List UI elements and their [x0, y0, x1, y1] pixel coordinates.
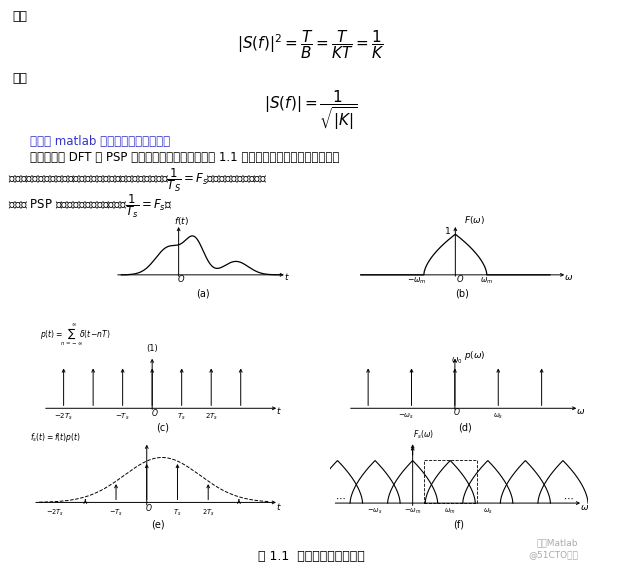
Text: (1): (1)	[146, 344, 158, 353]
Text: $p(t)=\!\!\sum_{n=-\infty}^{\ \ \infty}\!\!\delta(t\!-\!nT)$: $p(t)=\!\!\sum_{n=-\infty}^{\ \ \infty}\…	[40, 323, 111, 348]
Text: $\omega_m$: $\omega_m$	[480, 276, 493, 286]
Text: (d): (d)	[458, 422, 472, 432]
Text: (a): (a)	[196, 288, 210, 298]
Text: $-\omega_m$: $-\omega_m$	[404, 507, 421, 516]
Text: $O$: $O$	[151, 407, 159, 418]
Text: $\cdots$: $\cdots$	[335, 493, 346, 503]
Text: 为了对比由 DFT 和 PSP 得到的频谱之间的区别，图 1.1 给出了理想抽样信号与原始连续: 为了对比由 DFT 和 PSP 得到的频谱之间的区别，图 1.1 给出了理想抽样…	[30, 151, 340, 164]
Text: $t$: $t$	[276, 500, 282, 512]
Text: $-\omega_s$: $-\omega_s$	[368, 507, 383, 516]
Text: 不妨在 PSP 得到的频谱上补偿一个增益$\dfrac{1}{T_s} = F_s$。: 不妨在 PSP 得到的频谱上补偿一个增益$\dfrac{1}{T_s} = F_…	[8, 192, 173, 220]
Text: $|S(f)|^2 = \dfrac{T}{B} = \dfrac{T}{KT} = \dfrac{1}{K}$: $|S(f)|^2 = \dfrac{T}{B} = \dfrac{T}{KT}…	[238, 28, 384, 61]
Text: @51CTO博客: @51CTO博客	[528, 550, 578, 559]
Text: $-2T_s$: $-2T_s$	[54, 411, 73, 421]
Text: $t$: $t$	[276, 405, 282, 416]
Text: $F_s(\omega)$: $F_s(\omega)$	[412, 429, 434, 441]
Text: $\omega_s$: $\omega_s$	[493, 412, 503, 421]
Text: $\omega_s$: $\omega_s$	[483, 507, 493, 516]
Text: $f_s(t)=f(t)p(t)$: $f_s(t)=f(t)p(t)$	[30, 431, 81, 444]
Text: $O$: $O$	[177, 273, 185, 284]
Text: $\omega_m$: $\omega_m$	[444, 507, 456, 516]
Text: $2T_s$: $2T_s$	[202, 508, 215, 518]
Text: 所以: 所以	[12, 10, 27, 23]
Text: $t$: $t$	[284, 271, 289, 282]
Text: $O$: $O$	[146, 503, 153, 513]
Text: (b): (b)	[455, 288, 470, 298]
Text: 所以: 所以	[12, 72, 27, 85]
Text: $\cdots$: $\cdots$	[563, 493, 573, 503]
Text: $\omega$: $\omega$	[580, 503, 590, 512]
Text: (f): (f)	[453, 520, 465, 530]
Text: $\omega_0$: $\omega_0$	[450, 356, 462, 366]
Text: $T_s$: $T_s$	[177, 411, 186, 421]
Text: (c): (c)	[156, 422, 169, 432]
Text: $f(t)$: $f(t)$	[174, 215, 189, 227]
Text: 图 1.1  理想抽样信号的频谱: 图 1.1 理想抽样信号的频谱	[258, 550, 364, 563]
Text: $O$: $O$	[455, 273, 464, 284]
Text: $1$: $1$	[444, 225, 451, 236]
Text: $p(\omega)$: $p(\omega)$	[463, 349, 485, 362]
Bar	[424, 460, 476, 503]
Text: $-T_s$: $-T_s$	[115, 411, 130, 421]
Text: $-\omega_m$: $-\omega_m$	[407, 276, 427, 286]
Text: 下面用 matlab 仿真检验上面的结论。: 下面用 matlab 仿真检验上面的结论。	[30, 135, 170, 148]
Text: $T_s$: $T_s$	[174, 508, 182, 518]
Text: $-T_s$: $-T_s$	[109, 508, 123, 518]
Text: $2T_s$: $2T_s$	[205, 411, 218, 421]
Text: (e): (e)	[151, 520, 164, 530]
Text: $-2T_s$: $-2T_s$	[45, 508, 63, 518]
Text: 天天Matlab: 天天Matlab	[537, 538, 578, 547]
Text: 信号频谱之间的关系，由图可知，两者相差了一个常数增益：$\dfrac{1}{T_S} = F_s$。所以为了方便观察，: 信号频谱之间的关系，由图可知，两者相差了一个常数增益：$\dfrac{1}{T_…	[8, 166, 268, 194]
Text: $F(\omega)$: $F(\omega)$	[464, 214, 485, 226]
Text: $O$: $O$	[453, 406, 461, 417]
Text: $|S(f)| = \dfrac{1}{\sqrt{|K|}}$: $|S(f)| = \dfrac{1}{\sqrt{|K|}}$	[264, 88, 358, 132]
Text: $\omega$: $\omega$	[577, 407, 585, 416]
Text: $-\omega_s$: $-\omega_s$	[397, 412, 414, 421]
Text: $\omega$: $\omega$	[564, 273, 573, 282]
